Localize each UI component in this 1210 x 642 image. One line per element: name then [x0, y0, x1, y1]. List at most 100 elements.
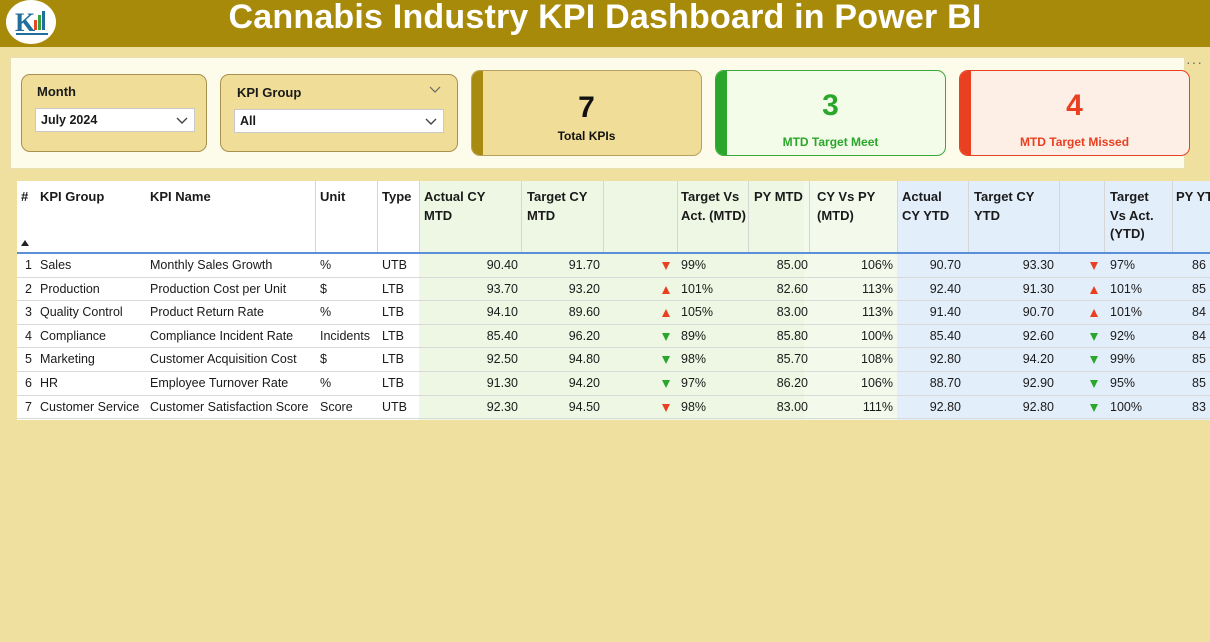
row-divider: [17, 300, 1210, 302]
row-divider: [17, 394, 1210, 396]
cell-tva-ytd: 99%: [1110, 352, 1136, 367]
month-slicer: Month July 2024: [21, 74, 207, 152]
arrow-up-icon: [1090, 285, 1098, 294]
kpi-group-dropdown-value: All: [240, 114, 256, 128]
col-header-target-cy-ytd[interactable]: Target CY YTD: [974, 189, 1035, 223]
arrow-up-icon: [662, 285, 670, 294]
more-options-icon[interactable]: ···: [1186, 54, 1203, 70]
card-accent-stripe: [716, 71, 727, 155]
chevron-down-icon: [425, 118, 437, 125]
cell-act-mtd: 91.30: [486, 376, 518, 390]
title-bar: K Cannabis Industry KPI Dashboard in Pow…: [0, 0, 1210, 47]
cell-tgt-ytd: 92.80: [1022, 399, 1054, 414]
cell-num: 2: [25, 281, 32, 296]
total-kpis-card: 7 Total KPIs: [471, 70, 702, 156]
cell-tva-mtd: 98%: [681, 399, 707, 414]
cell-num: 3: [25, 305, 32, 320]
col-header-unit[interactable]: Unit: [320, 189, 346, 204]
page-title: Cannabis Industry KPI Dashboard in Power…: [228, 0, 982, 36]
card-accent-stripe: [472, 71, 483, 155]
kpi-group-dropdown[interactable]: All: [234, 109, 444, 133]
cell-name: Monthly Sales Growth: [150, 258, 273, 272]
col-header-kpi-name[interactable]: KPI Name: [150, 189, 211, 204]
mtd-target-meet-label: MTD Target Meet: [782, 135, 879, 149]
mtd-target-meet-card: 3 MTD Target Meet: [715, 70, 946, 156]
cell-tgt-mtd: 96.20: [568, 328, 600, 343]
col-header-cy-vs-py-mtd[interactable]: CY Vs PY (MTD): [817, 189, 876, 223]
cell-group: HR: [40, 376, 59, 390]
arrow-down-icon: [662, 356, 670, 365]
cell-group: Customer Service: [40, 399, 140, 414]
cell-act-ytd: 92.80: [929, 399, 961, 414]
arrow-up-icon: [1090, 309, 1098, 318]
cell-type: LTB: [382, 281, 404, 296]
cell-py-mtd: 82.60: [776, 281, 808, 296]
cell-tgt-mtd: 93.20: [568, 281, 600, 296]
cell-py-mtd: 83.00: [776, 399, 808, 414]
total-kpis-label: Total KPIs: [557, 129, 616, 143]
arrow-up-icon: [662, 309, 670, 318]
cell-cy-py: 108%: [861, 352, 893, 367]
col-header-type[interactable]: Type: [382, 189, 412, 204]
row-divider: [17, 276, 1210, 278]
cell-unit: Incidents: [320, 328, 371, 343]
cell-tgt-mtd: 91.70: [568, 258, 600, 272]
cell-tgt-ytd: 93.30: [1022, 258, 1054, 272]
cell-type: UTB: [382, 258, 407, 272]
cell-tgt-mtd: 89.60: [568, 305, 600, 320]
cell-unit: %: [320, 376, 332, 390]
cell-tva-ytd: 101%: [1110, 305, 1142, 320]
cell-tva-ytd: 100%: [1110, 399, 1142, 414]
cell-group: Compliance: [40, 328, 107, 343]
arrow-down-icon: [1090, 262, 1098, 270]
sort-ascending-icon[interactable]: [21, 240, 29, 246]
cell-act-ytd: 92.40: [929, 281, 961, 296]
cell-cy-py: 113%: [861, 305, 893, 320]
cell-tva-mtd: 101%: [681, 281, 713, 296]
cell-tva-mtd: 98%: [681, 352, 707, 367]
arrow-down-icon: [1090, 356, 1098, 365]
cell-tva-ytd: 101%: [1110, 281, 1142, 296]
cell-group: Sales: [40, 258, 72, 272]
col-header-target-cy-mtd[interactable]: Target CY MTD: [527, 189, 588, 223]
month-slicer-label: Month: [37, 84, 76, 99]
cell-type: LTB: [382, 352, 404, 367]
company-logo: K: [6, 0, 56, 44]
cell-act-mtd: 92.30: [486, 399, 518, 414]
arrow-down-icon: [1090, 332, 1098, 341]
arrow-down-icon: [1090, 380, 1098, 388]
cell-act-ytd: 92.80: [929, 352, 961, 367]
cell-cy-py: 106%: [861, 258, 893, 272]
cell-act-ytd: 91.40: [929, 305, 961, 320]
chevron-down-icon[interactable]: [429, 85, 441, 95]
col-header-py-ytd[interactable]: PY YTD: [1176, 189, 1210, 204]
arrow-down-icon: [1090, 403, 1098, 412]
cell-name: Production Cost per Unit: [150, 281, 287, 296]
month-dropdown[interactable]: July 2024: [35, 108, 195, 132]
col-header-target-vs-act-mtd[interactable]: Target Vs Act. (MTD): [681, 189, 746, 223]
cell-py-mtd: 85.00: [776, 258, 808, 272]
cell-act-mtd: 90.40: [486, 258, 518, 272]
col-header-py-mtd[interactable]: PY MTD: [754, 189, 803, 204]
col-header-number[interactable]: #: [21, 189, 29, 204]
mtd-target-missed-value: 4: [1066, 89, 1083, 122]
cell-unit: %: [320, 305, 332, 320]
cell-unit: %: [320, 258, 332, 272]
col-header-actual-cy-mtd[interactable]: Actual CY MTD: [424, 189, 486, 223]
svg-text:K: K: [15, 8, 36, 37]
cell-name: Customer Acquisition Cost: [150, 352, 297, 367]
cell-tgt-ytd: 90.70: [1022, 305, 1054, 320]
col-header-target-vs-act-ytd[interactable]: Target Vs Act. (YTD): [1110, 189, 1154, 241]
cell-tva-mtd: 105%: [681, 305, 713, 320]
cell-act-mtd: 85.40: [486, 328, 518, 343]
cell-py-ytd: 84: [1192, 305, 1206, 320]
arrow-down-icon: [662, 332, 670, 341]
cell-tgt-ytd: 94.20: [1022, 352, 1054, 367]
cell-num: 1: [25, 258, 32, 272]
cell-py-ytd: 85: [1192, 376, 1206, 390]
cell-cy-py: 111%: [862, 399, 893, 414]
cell-tva-ytd: 95%: [1110, 376, 1136, 390]
cell-cy-py: 113%: [861, 281, 893, 296]
col-header-kpi-group[interactable]: KPI Group: [40, 189, 105, 204]
col-header-actual-cy-ytd[interactable]: Actual CY YTD: [902, 189, 950, 223]
